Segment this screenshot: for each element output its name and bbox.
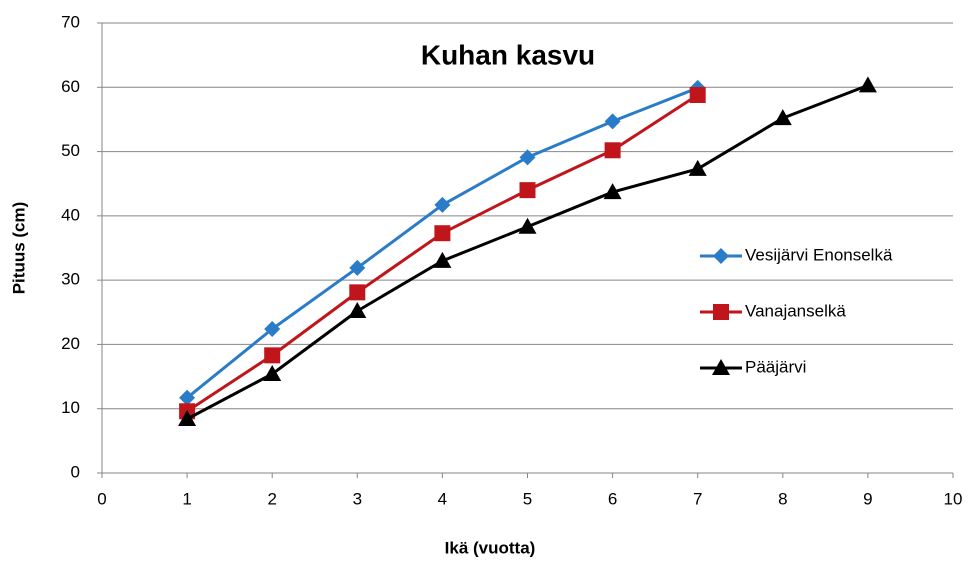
y-axis-label: Pituus (cm): [9, 202, 28, 295]
marker: [349, 259, 366, 276]
y-tick-label: 30: [61, 270, 80, 289]
y-tick-label: 70: [61, 12, 80, 31]
x-tick-label: 4: [438, 489, 447, 508]
marker: [433, 251, 452, 268]
marker: [264, 321, 281, 337]
x-axis-label: Ikä (vuotta): [445, 538, 536, 557]
x-tick-label: 1: [182, 489, 191, 508]
marker: [773, 109, 792, 126]
legend-marker: [712, 359, 730, 375]
y-tick-label: 60: [61, 77, 80, 96]
x-tick-label: 0: [97, 489, 106, 508]
x-tick-label: 9: [863, 489, 872, 508]
y-tick-label: 20: [61, 334, 80, 353]
marker: [178, 410, 197, 426]
marker: [263, 365, 282, 381]
legend-label: Vanajanselkä: [745, 301, 846, 320]
marker: [519, 182, 536, 199]
x-tick-label: 2: [267, 489, 276, 508]
marker: [519, 149, 536, 166]
x-tick-label: 5: [523, 489, 532, 508]
marker: [688, 159, 707, 176]
y-tick-label: 10: [61, 398, 80, 417]
x-tick-label: 10: [944, 489, 963, 508]
chart-title: Kuhan kasvu: [421, 39, 595, 70]
marker: [603, 183, 622, 200]
marker: [434, 196, 451, 213]
x-tick-label: 8: [778, 489, 787, 508]
marker: [349, 284, 366, 301]
x-tick-label: 3: [353, 489, 362, 508]
marker: [689, 87, 706, 103]
marker: [604, 113, 621, 130]
y-tick-label: 50: [61, 141, 80, 160]
x-tick-label: 6: [608, 489, 617, 508]
marker: [179, 389, 196, 406]
x-tick-label: 7: [693, 489, 702, 508]
y-tick-label: 40: [61, 205, 80, 224]
marker: [604, 142, 621, 159]
marker: [264, 347, 281, 364]
series-line: [186, 86, 699, 399]
marker: [858, 76, 877, 93]
legend-marker: [713, 304, 729, 320]
marker: [518, 217, 537, 234]
y-tick-label: 0: [71, 462, 80, 481]
marker: [348, 302, 367, 318]
legend-label: Vesijärvi Enonselkä: [745, 245, 893, 264]
legend-marker: [713, 248, 729, 264]
legend-label: Pääjärvi: [745, 357, 806, 376]
marker: [434, 225, 451, 242]
